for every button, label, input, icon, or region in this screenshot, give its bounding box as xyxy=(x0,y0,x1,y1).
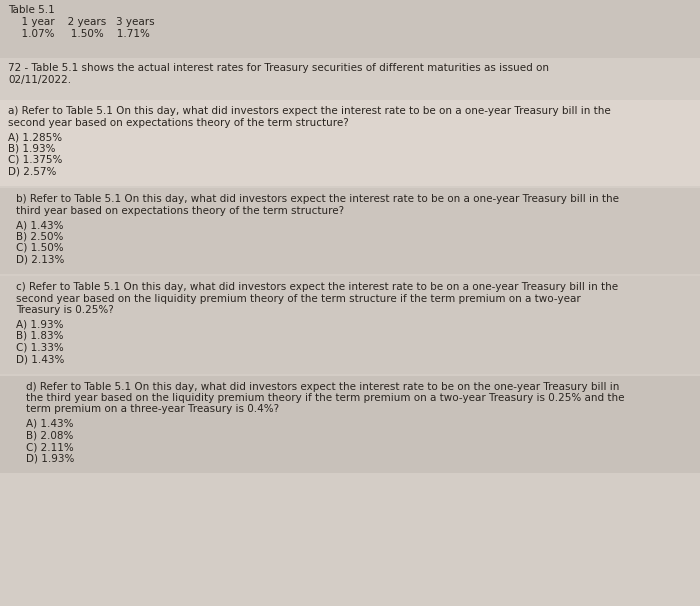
Bar xyxy=(0,0,700,58)
Text: A) 1.43%: A) 1.43% xyxy=(26,419,74,429)
Text: a) Refer to Table 5.1 On this day, what did investors expect the interest rate t: a) Refer to Table 5.1 On this day, what … xyxy=(8,106,610,116)
Text: 1 year    2 years   3 years: 1 year 2 years 3 years xyxy=(15,17,155,27)
Text: 72 - Table 5.1 shows the actual interest rates for Treasury securities of differ: 72 - Table 5.1 shows the actual interest… xyxy=(8,63,549,73)
Text: C) 1.375%: C) 1.375% xyxy=(8,155,62,165)
Text: C) 1.50%: C) 1.50% xyxy=(16,243,64,253)
Text: A) 1.93%: A) 1.93% xyxy=(16,319,64,330)
Text: D) 1.43%: D) 1.43% xyxy=(16,354,64,364)
Text: D) 2.57%: D) 2.57% xyxy=(8,167,57,176)
Text: second year based on expectations theory of the term structure?: second year based on expectations theory… xyxy=(8,118,349,127)
Text: d) Refer to Table 5.1 On this day, what did investors expect the interest rate t: d) Refer to Table 5.1 On this day, what … xyxy=(26,382,620,391)
Text: third year based on expectations theory of the term structure?: third year based on expectations theory … xyxy=(16,205,344,216)
Text: C) 2.11%: C) 2.11% xyxy=(26,442,74,452)
Text: 1.07%     1.50%    1.71%: 1.07% 1.50% 1.71% xyxy=(15,29,150,39)
Text: second year based on the liquidity premium theory of the term structure if the t: second year based on the liquidity premi… xyxy=(16,293,581,304)
Text: Treasury is 0.25%?: Treasury is 0.25%? xyxy=(16,305,113,315)
Text: C) 1.33%: C) 1.33% xyxy=(16,342,64,353)
Bar xyxy=(0,376,700,473)
Text: B) 1.93%: B) 1.93% xyxy=(8,144,55,153)
Text: B) 1.83%: B) 1.83% xyxy=(16,331,64,341)
Text: 02/11/2022.: 02/11/2022. xyxy=(8,75,71,85)
Text: the third year based on the liquidity premium theory if the term premium on a tw: the third year based on the liquidity pr… xyxy=(26,393,624,403)
Text: Table 5.1: Table 5.1 xyxy=(8,5,55,15)
Bar xyxy=(0,276,700,373)
Text: D) 2.13%: D) 2.13% xyxy=(16,255,64,264)
Text: term premium on a three-year Treasury is 0.4%?: term premium on a three-year Treasury is… xyxy=(26,404,279,415)
Bar xyxy=(0,100,700,186)
Text: B) 2.50%: B) 2.50% xyxy=(16,231,64,242)
Text: A) 1.43%: A) 1.43% xyxy=(16,220,64,230)
Text: B) 2.08%: B) 2.08% xyxy=(26,430,74,441)
Text: A) 1.285%: A) 1.285% xyxy=(8,132,62,142)
Text: b) Refer to Table 5.1 On this day, what did investors expect the interest rate t: b) Refer to Table 5.1 On this day, what … xyxy=(16,194,619,204)
Text: c) Refer to Table 5.1 On this day, what did investors expect the interest rate t: c) Refer to Table 5.1 On this day, what … xyxy=(16,282,618,292)
Text: D) 1.93%: D) 1.93% xyxy=(26,453,74,464)
Bar xyxy=(0,188,700,274)
Bar xyxy=(0,58,700,100)
